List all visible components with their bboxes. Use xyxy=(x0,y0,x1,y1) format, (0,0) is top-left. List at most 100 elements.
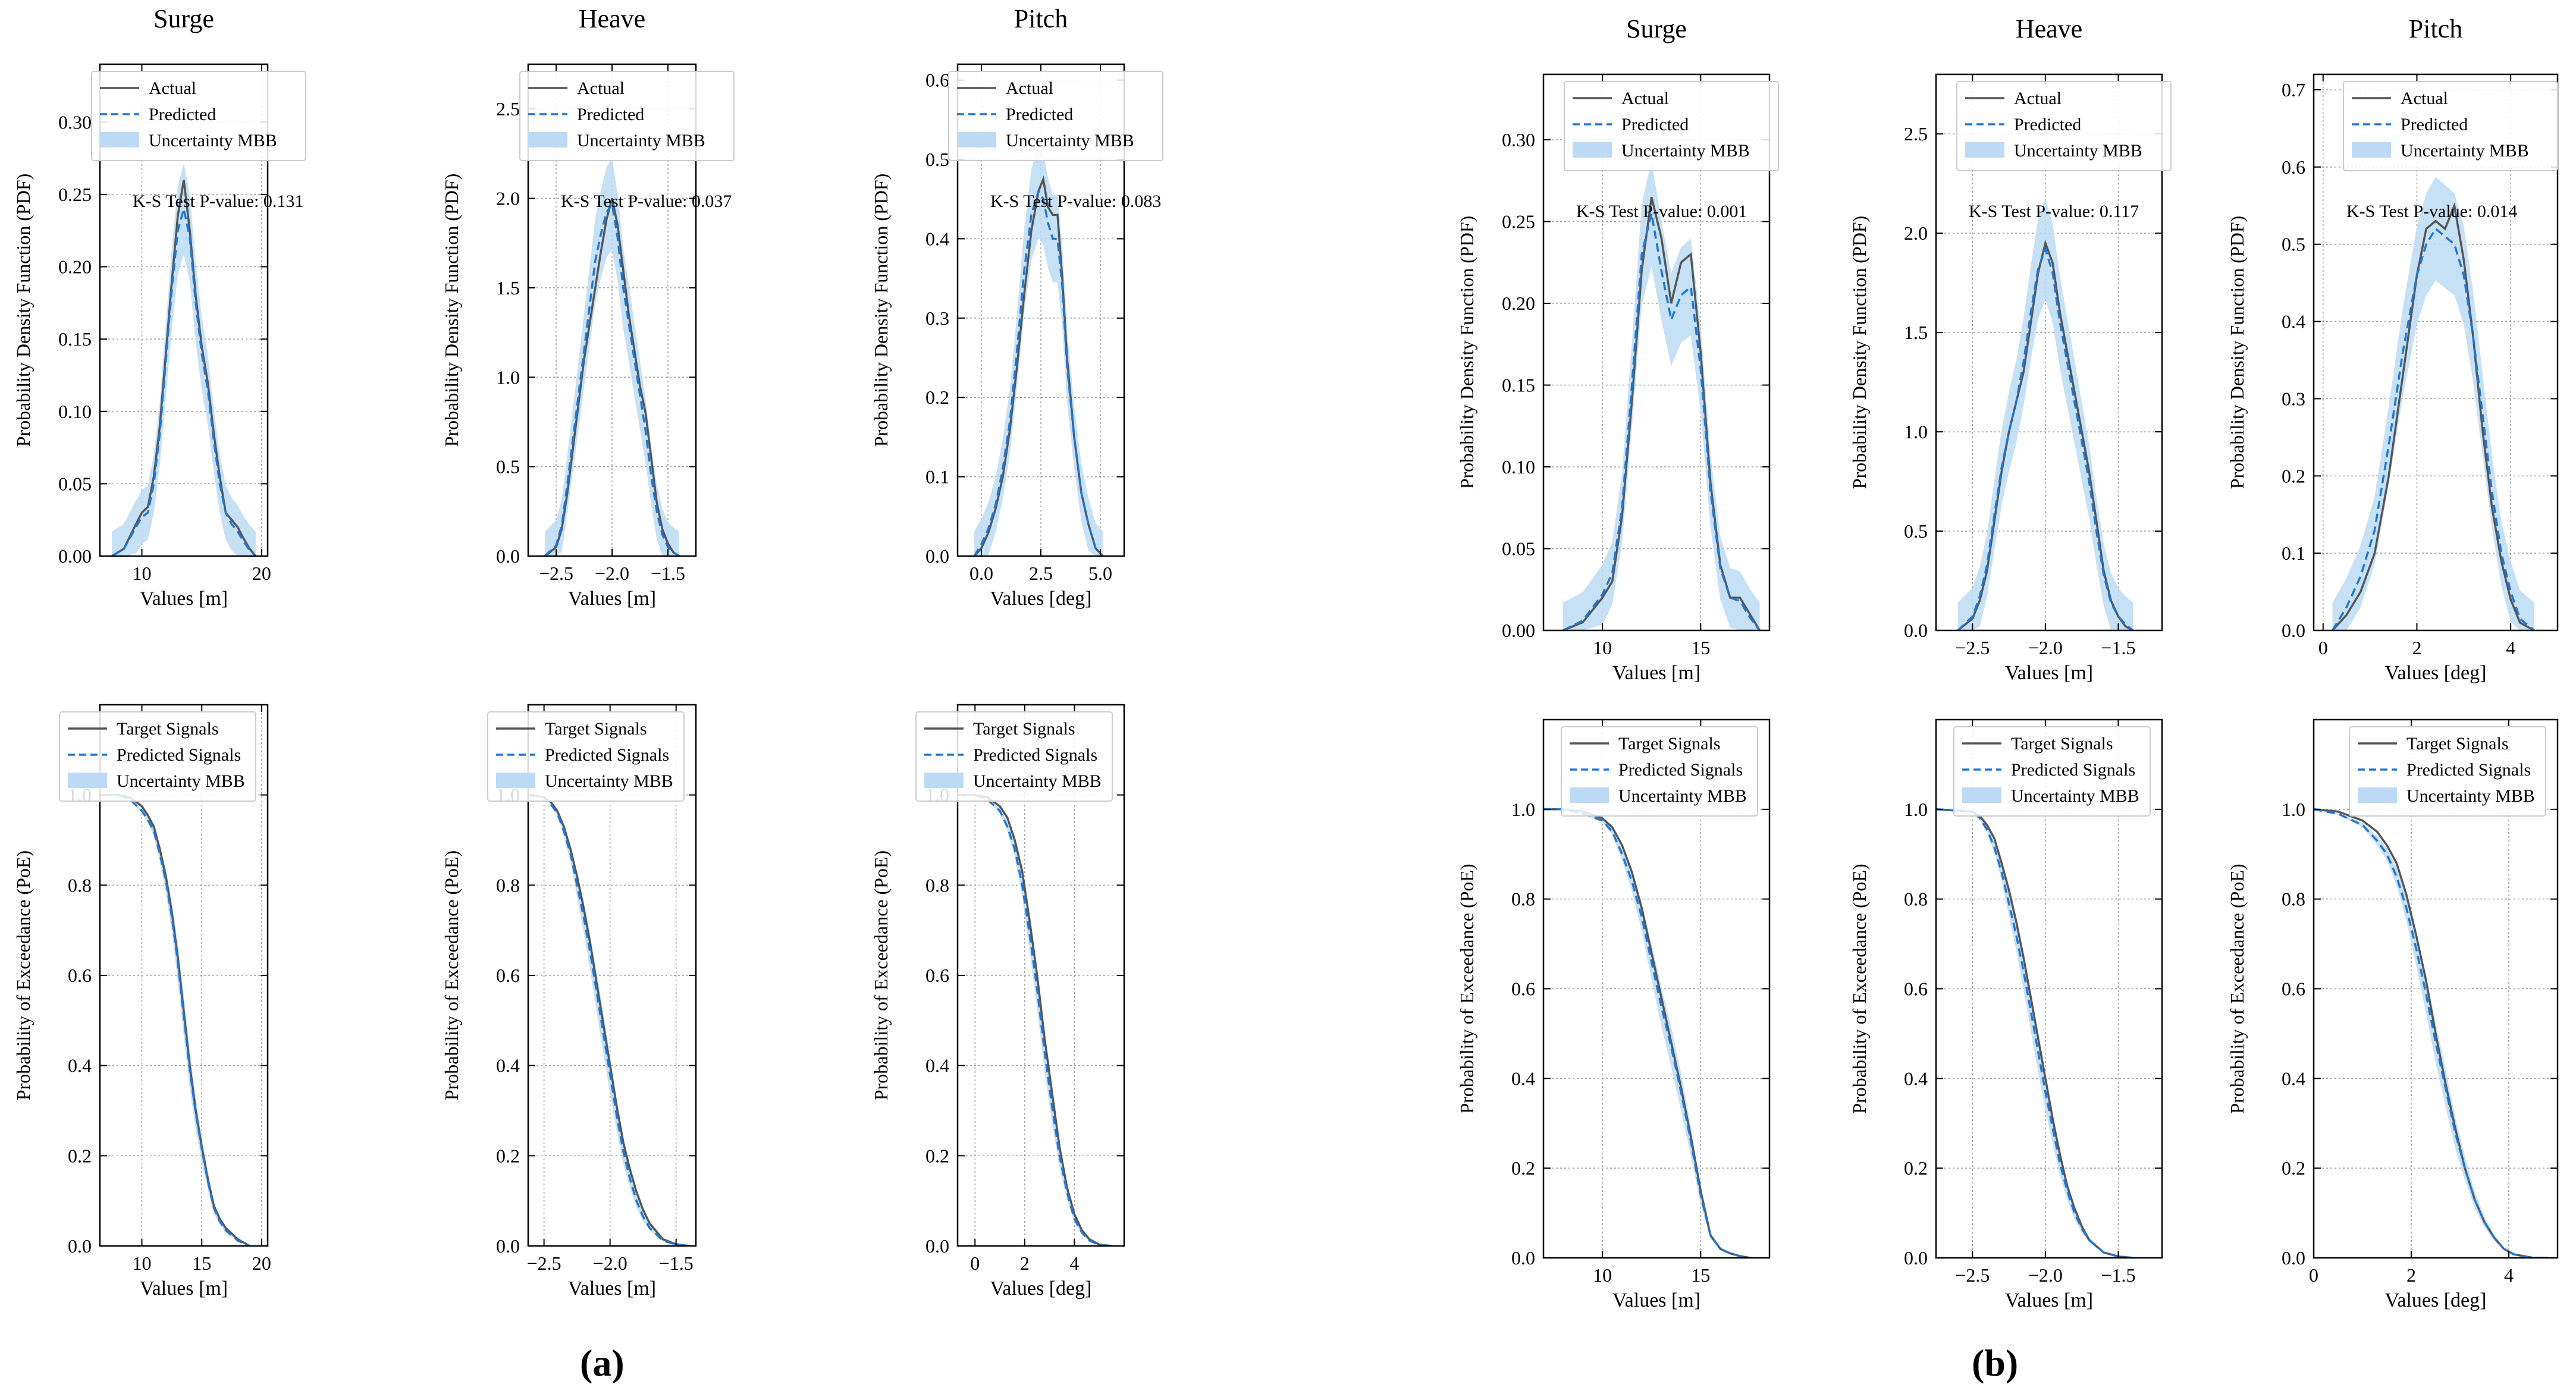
actual-line xyxy=(1562,196,1761,630)
legend-label: Actual xyxy=(2401,89,2448,108)
y-tick-label: 0.5 xyxy=(2282,234,2305,255)
legend-box xyxy=(1564,81,1779,171)
y-axis-label: Probability Density Function (PDF) xyxy=(2226,216,2248,489)
predicted-line xyxy=(544,200,680,556)
legend-band-swatch xyxy=(1962,787,2001,803)
y-tick-label: 0.7 xyxy=(2282,79,2305,101)
legend-band-swatch xyxy=(957,132,996,147)
legend-label: Predicted Signals xyxy=(117,745,241,765)
y-tick-label: 2.5 xyxy=(1904,123,1928,145)
legend-box xyxy=(1956,81,2172,171)
y-tick-label: 0.6 xyxy=(68,965,92,986)
x-tick-label: −1.5 xyxy=(651,563,685,584)
x-tick-label: 20 xyxy=(252,1253,271,1274)
legend-label: Predicted Signals xyxy=(973,745,1097,765)
y-tick-label: 0.6 xyxy=(1511,978,1535,1000)
x-axis-label: Values [m] xyxy=(1612,662,1700,684)
y-tick-label: 0.3 xyxy=(2282,388,2305,409)
chart-title: Heave xyxy=(2016,14,2082,43)
x-tick-label: 4 xyxy=(2504,1264,2514,1286)
legend-label: Uncertainty MBB xyxy=(577,131,705,150)
legend-label: Predicted xyxy=(2401,115,2468,134)
predicted-line xyxy=(2314,808,2548,1258)
uncertainty-band xyxy=(528,795,689,1246)
x-tick-label: 20 xyxy=(252,563,271,584)
y-tick-label: 1.0 xyxy=(1904,421,1928,442)
uncertainty-band xyxy=(962,795,1112,1246)
x-tick-label: 5.0 xyxy=(1088,563,1112,584)
x-tick-label: 10 xyxy=(133,1253,152,1274)
legend-label: Actual xyxy=(1006,79,1053,98)
y-axis-label: Probability of Exceedance (PoE) xyxy=(1849,864,1870,1113)
y-axis-label: Probability Density Function (PDF) xyxy=(1456,216,1477,489)
y-tick-label: 0.0 xyxy=(1904,620,1928,641)
uncertainty-band xyxy=(106,795,250,1246)
y-tick-label: 0.4 xyxy=(925,1055,949,1076)
y-tick-label: 0.6 xyxy=(925,965,949,986)
y-tick-label: 0.8 xyxy=(2282,889,2305,910)
x-tick-label: 15 xyxy=(1691,1264,1710,1286)
ks-test-annotation: K-S Test P-value: 0.131 xyxy=(133,192,303,211)
predicted-line xyxy=(111,208,257,556)
x-tick-label: 15 xyxy=(192,1253,211,1274)
y-tick-label: 0.8 xyxy=(1511,889,1535,910)
legend-label: Target Signals xyxy=(2011,734,2113,754)
predicted-line xyxy=(973,189,1104,556)
y-tick-label: 1.0 xyxy=(2282,799,2305,820)
predicted-line xyxy=(1543,808,1750,1258)
y-tick-label: 0.4 xyxy=(1511,1068,1535,1089)
chart-a-pdf-pitch: 0.0 2.5 5.0 0.0 0.1 0.2 0.3 0.4 0.5 0.6 Values [de… xyxy=(870,4,1163,610)
y-axis-label: Probability of Exceedance (PoE) xyxy=(2226,864,2248,1113)
plot-area xyxy=(528,64,696,556)
legend-box xyxy=(915,711,1113,802)
actual-line xyxy=(111,180,257,556)
y-tick-label: 0.4 xyxy=(2282,311,2305,332)
y-tick-label: 0.25 xyxy=(58,184,92,205)
y-tick-label: 0.4 xyxy=(496,1055,520,1076)
chart-a-pdf-heave: −2.5 −2.0 −1.5 0.0 0.5 1.0 1.5 2.0 2.5 Values [m]… xyxy=(441,4,735,610)
legend-label: Target Signals xyxy=(2406,734,2509,754)
legend-label: Uncertainty MBB xyxy=(2406,786,2535,806)
chart-title: Surge xyxy=(1626,14,1687,43)
chart-b-pdf-surge: 10 15 0.00 0.05 0.10 0.15 0.20 0.25 0.30 Values [… xyxy=(1456,14,1779,684)
legend-band-swatch xyxy=(924,773,964,788)
y-tick-label: 2.5 xyxy=(496,98,520,120)
x-tick-label: 4 xyxy=(2506,637,2515,658)
ks-test-annotation: K-S Test P-value: 0.037 xyxy=(561,192,732,211)
y-tick-label: 1.5 xyxy=(496,277,520,299)
x-axis-label: Values [m] xyxy=(140,1277,228,1299)
legend-label: Predicted xyxy=(149,105,216,124)
y-axis-label: Probability of Exceedance (PoE) xyxy=(441,850,462,1100)
legend-label: Uncertainty MBB xyxy=(545,771,673,791)
x-axis-label: Values [m] xyxy=(1612,1289,1700,1311)
y-tick-label: 0.15 xyxy=(58,328,92,350)
legend-box xyxy=(519,71,735,161)
legend-label: Uncertainty MBB xyxy=(1621,141,1750,161)
y-tick-label: 0.05 xyxy=(58,473,92,494)
legend-band-swatch xyxy=(100,132,139,147)
y-tick-label: 0.8 xyxy=(68,874,92,896)
legend-box xyxy=(2349,726,2546,817)
x-axis-label: Values [deg] xyxy=(990,1277,1092,1299)
chart-title: Pitch xyxy=(1014,4,1068,33)
y-tick-label: 0.2 xyxy=(1511,1157,1535,1179)
y-tick-label: 0.4 xyxy=(925,228,949,249)
uncertainty-band xyxy=(1563,160,1760,630)
predicted-line xyxy=(1957,246,2134,630)
y-tick-label: 0.8 xyxy=(496,874,520,896)
plot-area xyxy=(528,705,696,1246)
x-tick-label: 2 xyxy=(2412,637,2421,658)
predicted-line xyxy=(962,793,1112,1246)
y-tick-label: 0.1 xyxy=(2282,542,2305,564)
chart-b-poe-pitch: 0 2 4 0.0 0.2 0.4 0.6 0.8 1.0 Values [deg] Probabi… xyxy=(2226,718,2559,1311)
y-tick-label: 0.30 xyxy=(58,111,92,133)
x-tick-label: −2.0 xyxy=(595,563,629,584)
x-tick-label: −1.5 xyxy=(2101,637,2135,658)
y-tick-label: 0.20 xyxy=(58,256,92,278)
chart-b-poe-heave: −2.5 −2.0 −1.5 0.0 0.2 0.4 0.6 0.8 1.0 Values [m]… xyxy=(1849,718,2163,1311)
y-tick-label: 0.5 xyxy=(496,456,520,478)
actual-line xyxy=(962,793,1112,1246)
legend-label: Actual xyxy=(149,79,196,98)
x-tick-label: −2.0 xyxy=(593,1253,627,1274)
